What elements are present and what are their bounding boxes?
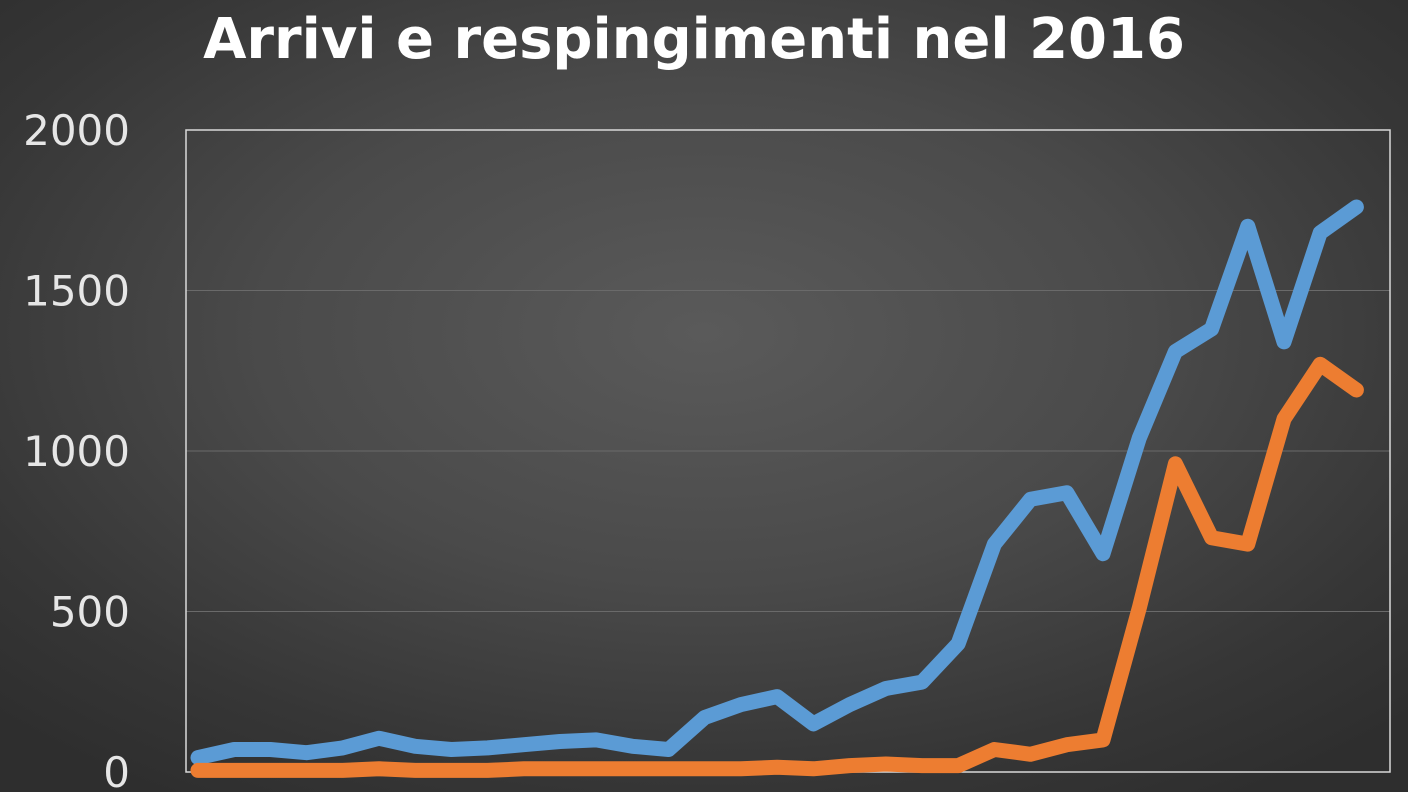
gridlines [186, 290, 1390, 612]
series-line-1 [190, 199, 1364, 766]
y-tick-label: 1500 [23, 267, 130, 316]
y-tick-label: 0 [103, 748, 130, 792]
y-tick-label: 500 [50, 588, 130, 637]
y-tick-label: 1000 [23, 427, 130, 476]
series-line-2 [190, 356, 1364, 778]
y-tick-label: 2000 [23, 106, 130, 155]
series-lines [190, 199, 1364, 778]
chart-title: Arrivi e respingimenti nel 2016 [203, 7, 1185, 72]
y-axis-tick-labels: 0 500 1000 1500 2000 [23, 106, 130, 792]
